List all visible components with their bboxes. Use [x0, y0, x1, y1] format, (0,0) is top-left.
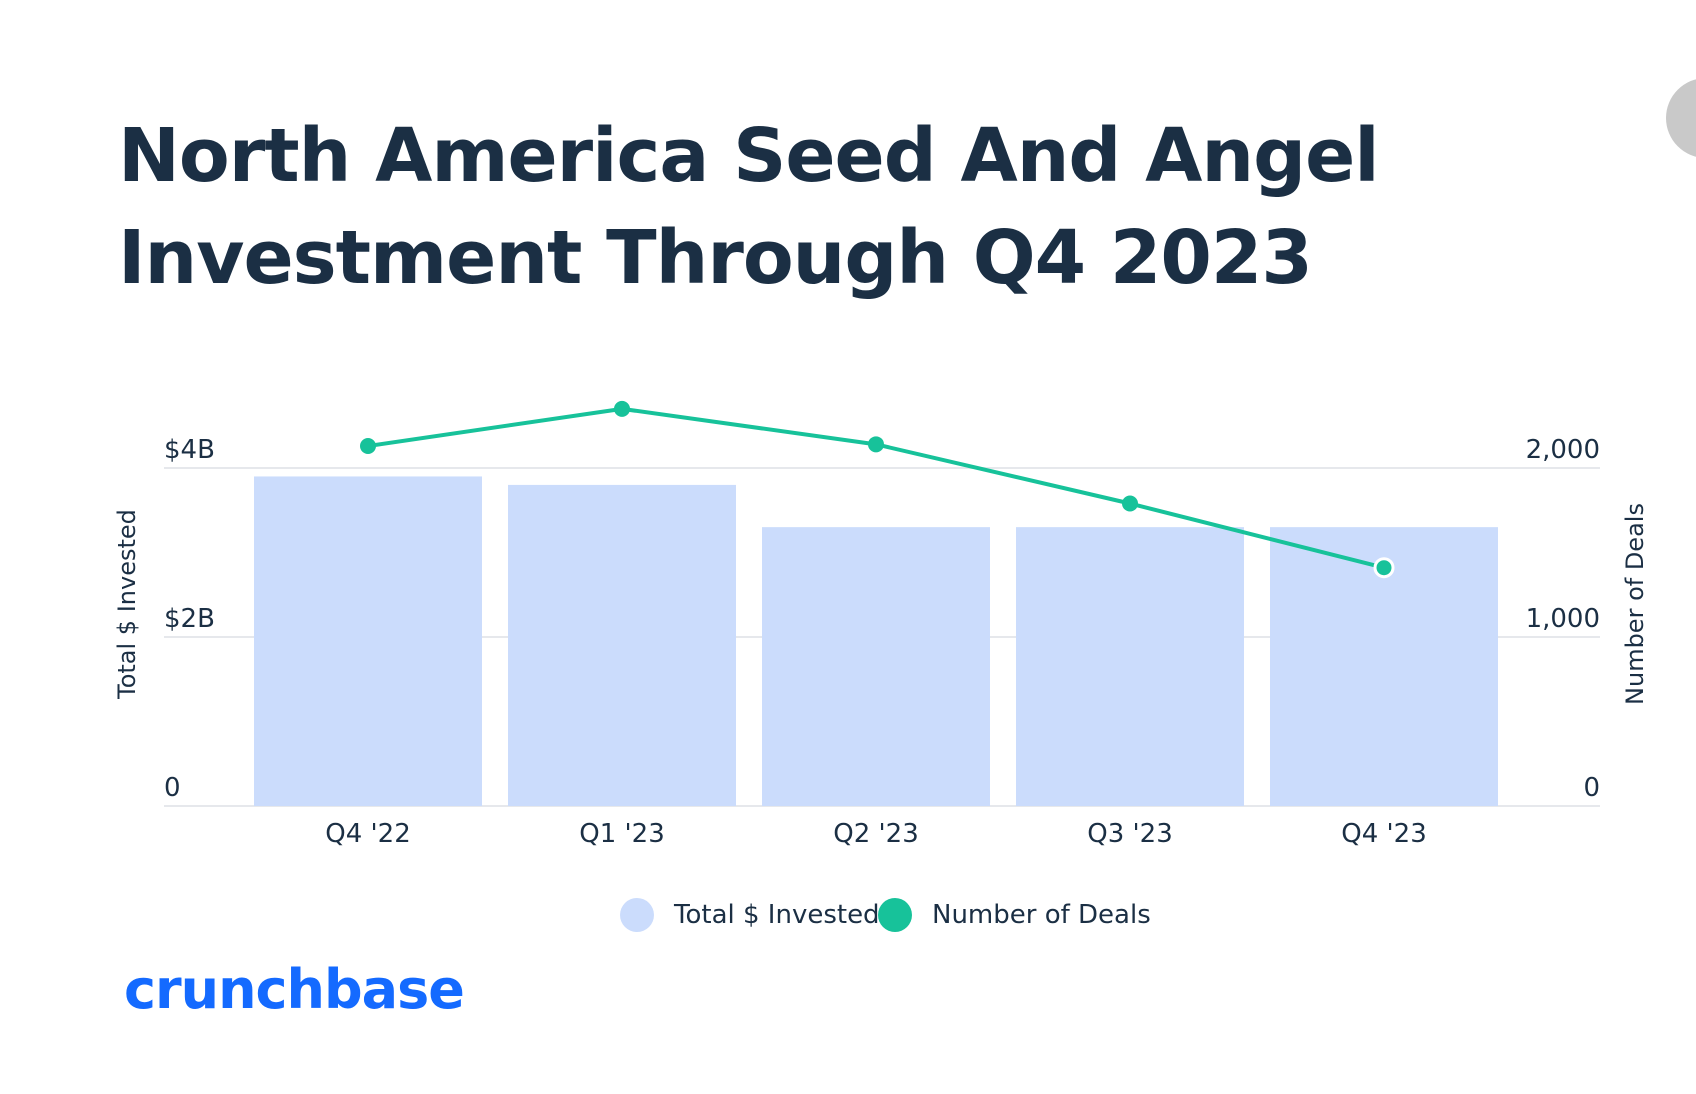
deals-point [1122, 495, 1138, 512]
x-tick-label: Q3 '23 [1087, 819, 1173, 849]
legend-label-deals: Number of Deals [932, 900, 1151, 930]
crunchbase-logo[interactable]: crunchbase [124, 958, 465, 1021]
deals-point [868, 436, 884, 453]
chart-title-line-1: North America Seed And Angel [118, 113, 1380, 199]
bar [1016, 527, 1244, 806]
y2-tick-label: 2,000 [1526, 435, 1600, 465]
legend-swatch-deals [878, 898, 912, 932]
legend-swatch-invested [620, 898, 654, 932]
chart-title: North America Seed And Angel Investment … [118, 105, 1418, 309]
x-tick-label: Q4 '22 [325, 819, 411, 849]
y-axis-title: Total $ Invested [113, 509, 141, 700]
x-tick-label: Q4 '23 [1341, 819, 1427, 849]
combo-chart: 0 $2B $4B 0 1,000 2,000 Total $ Invested Number… [113, 400, 1649, 849]
y-tick-label: $2B [164, 604, 215, 634]
deals-point [1373, 557, 1395, 579]
x-tick-label: Q2 '23 [833, 819, 919, 849]
deals-point [614, 400, 630, 417]
y2-tick-label: 0 [1583, 773, 1600, 803]
chart-title-line-2: Investment Through Q4 2023 [118, 215, 1313, 301]
legend: Total $ Invested Number of Deals [0, 890, 1696, 940]
x-tick-label: Q1 '23 [579, 819, 665, 849]
legend-item-invested[interactable]: Total $ Invested [620, 890, 880, 940]
legend-label-invested: Total $ Invested [674, 900, 880, 930]
bar [254, 476, 482, 806]
y-tick-label: $4B [164, 435, 215, 465]
y2-tick-label: 1,000 [1526, 604, 1600, 634]
y-tick-label: 0 [164, 773, 181, 803]
y2-axis-title: Number of Deals [1621, 503, 1649, 705]
bar [508, 484, 736, 806]
bar [762, 527, 990, 806]
legend-item-deals[interactable]: Number of Deals [878, 890, 1151, 940]
deals-point [360, 438, 376, 455]
